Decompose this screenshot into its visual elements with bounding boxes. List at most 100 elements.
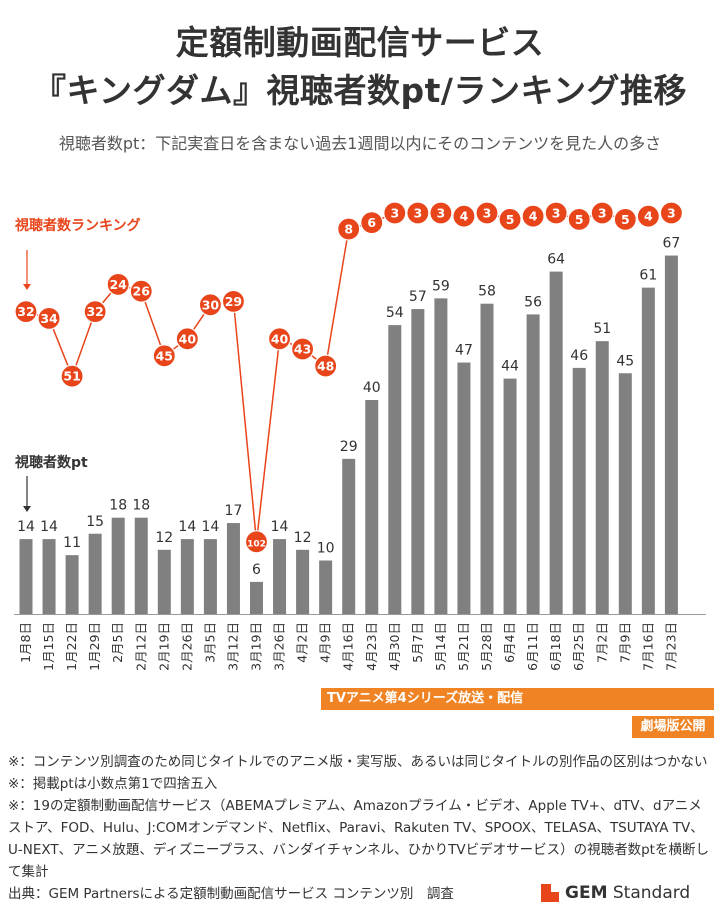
bar-2月12日 bbox=[134, 517, 148, 614]
bar-value-label: 14 bbox=[178, 519, 196, 535]
rank-series-label: 視聴者数ランキング bbox=[15, 218, 141, 234]
rank-marker-3月19日 bbox=[244, 530, 269, 554]
x-tick-label: 1月22日 bbox=[64, 622, 79, 671]
bar-value-label: 67 bbox=[662, 236, 680, 252]
rank-marker-6月25日 bbox=[567, 207, 591, 231]
rank-value-label: 34 bbox=[40, 311, 58, 326]
rank-value-label: 3 bbox=[598, 206, 607, 221]
rank-value-label: 5 bbox=[575, 212, 584, 227]
x-tick-label: 2月12日 bbox=[133, 622, 148, 671]
x-tick-label: 4月30日 bbox=[387, 622, 402, 671]
rank-marker-7月16日 bbox=[636, 204, 660, 228]
rank-marker-1月8日 bbox=[14, 300, 38, 324]
bar-1月15日 bbox=[42, 539, 56, 614]
logo-mark-icon bbox=[541, 884, 559, 902]
rank-marker-2月5日 bbox=[106, 272, 130, 296]
rank-value-label: 4 bbox=[529, 209, 538, 224]
rank-marker-5月14日 bbox=[429, 201, 453, 225]
bar-value-label: 61 bbox=[639, 268, 657, 284]
rank-marker-7月2日 bbox=[590, 201, 614, 225]
bar-value-label: 18 bbox=[109, 498, 127, 514]
tv-anime-period-banner: TVアニメ第4シリーズ放送・配信 bbox=[321, 688, 714, 710]
rank-marker-5月21日 bbox=[452, 204, 476, 228]
rank-value-label: 32 bbox=[86, 304, 103, 319]
x-tick-label: 5月7日 bbox=[410, 622, 425, 663]
rank-value-label: 6 bbox=[367, 215, 376, 230]
bar-3月5日 bbox=[203, 539, 217, 614]
chart-title-line1: 定額制動画配信サービス bbox=[175, 23, 545, 62]
rank-marker-2月19日 bbox=[152, 344, 176, 368]
rank-value-label: 24 bbox=[109, 277, 127, 292]
rank-marker-3月26日 bbox=[267, 327, 292, 351]
bar-7月16日 bbox=[641, 287, 655, 614]
x-tick-label: 6月18日 bbox=[548, 622, 563, 671]
rank-marker-4月16日 bbox=[337, 217, 361, 241]
rank-value-label: 51 bbox=[63, 369, 80, 384]
rank-value-label: 102 bbox=[247, 539, 266, 549]
bar-2月26日 bbox=[180, 539, 194, 614]
rank-marker-7月9日 bbox=[613, 207, 637, 231]
rank-marker-3月5日 bbox=[198, 293, 222, 317]
rank-value-label: 3 bbox=[437, 206, 446, 221]
bar-4月23日 bbox=[365, 400, 379, 614]
rank-marker-4月9日 bbox=[314, 354, 338, 378]
rank-value-label: 48 bbox=[317, 359, 334, 374]
x-tick-label: 4月2日 bbox=[295, 622, 310, 663]
bar-3月26日 bbox=[273, 539, 287, 614]
note-2: ※：掲載ptは小数点第1で四捨五入 bbox=[8, 776, 218, 792]
bar-value-label: 57 bbox=[409, 289, 427, 305]
note-1: ※：コンテンツ別調査のため同じタイトルでのアニメ版・実写版、あるいは同じタイトル… bbox=[8, 754, 708, 770]
bar-4月2日 bbox=[296, 549, 310, 614]
rank-value-label: 32 bbox=[17, 304, 34, 319]
bar-7月9日 bbox=[618, 373, 632, 614]
rank-value-label: 3 bbox=[667, 206, 676, 221]
rank-marker-6月4日 bbox=[498, 207, 522, 231]
bar-value-label: 14 bbox=[17, 519, 35, 535]
rank-value-label: 3 bbox=[483, 206, 492, 221]
x-tick-label: 3月26日 bbox=[272, 622, 287, 671]
bar-value-label: 51 bbox=[593, 321, 611, 337]
rank-value-label: 40 bbox=[179, 331, 197, 346]
x-tick-label: 6月11日 bbox=[525, 622, 540, 671]
bar-6月11日 bbox=[526, 314, 540, 614]
chart-title-line2: 『キングダム』視聴者数pt/ランキング推移 bbox=[33, 71, 687, 110]
x-tick-label: 4月9日 bbox=[318, 622, 333, 663]
bar-value-label: 54 bbox=[386, 305, 404, 321]
rank-marker-1月15日 bbox=[37, 306, 61, 330]
bar-value-label: 18 bbox=[132, 498, 150, 514]
rank-marker-6月11日 bbox=[521, 204, 545, 228]
pt-pointer-arrow-head bbox=[23, 506, 31, 512]
bar-value-label: 12 bbox=[155, 530, 173, 546]
x-tick-label: 2月26日 bbox=[179, 622, 194, 671]
bar-value-label: 59 bbox=[432, 278, 450, 294]
bar-4月30日 bbox=[388, 325, 402, 614]
bar-2月5日 bbox=[111, 517, 125, 614]
x-tick-label: 3月5日 bbox=[202, 622, 217, 663]
rank-pointer-arrow-head bbox=[23, 284, 31, 290]
bar-value-label: 14 bbox=[271, 519, 289, 535]
rank-value-label: 3 bbox=[390, 206, 399, 221]
x-tick-label: 4月23日 bbox=[364, 622, 379, 671]
note-3: ※：19の定額制動画配信サービス（ABEMAプレミアム、Amazonプライム・ビ… bbox=[8, 798, 709, 880]
rank-marker-4月30日 bbox=[383, 201, 407, 225]
bar-5月28日 bbox=[480, 303, 494, 614]
bar-3月12日 bbox=[226, 523, 240, 614]
gem-standard-logo: GEM Standard bbox=[541, 883, 690, 903]
x-tick-label: 5月14日 bbox=[433, 622, 448, 671]
bar-7月23日 bbox=[664, 255, 678, 615]
source-note: 出典：GEM Partnersによる定額制動画配信サービス コンテンツ別 調査 bbox=[8, 886, 454, 902]
x-tick-label: 1月29日 bbox=[87, 622, 102, 671]
bar-value-label: 17 bbox=[225, 503, 243, 519]
rank-marker-1月29日 bbox=[83, 300, 107, 324]
rank-value-label: 3 bbox=[413, 206, 422, 221]
bar-value-label: 15 bbox=[86, 514, 104, 530]
bar-value-label: 14 bbox=[201, 519, 219, 535]
rank-marker-2月12日 bbox=[129, 279, 153, 303]
rank-marker-1月22日 bbox=[60, 364, 84, 388]
rank-value-label: 30 bbox=[202, 297, 220, 312]
rank-value-label: 5 bbox=[621, 212, 630, 227]
x-tick-label: 3月19日 bbox=[249, 622, 264, 671]
bar-value-label: 6 bbox=[252, 562, 261, 578]
rank-value-label: 43 bbox=[294, 342, 311, 357]
bar-6月25日 bbox=[572, 367, 586, 614]
